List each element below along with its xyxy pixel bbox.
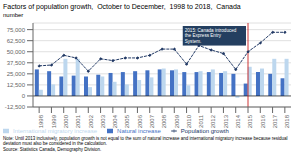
svg-text:2006: 2006 (137, 114, 143, 128)
html-text:number: number (3, 12, 24, 18)
html-text:Natural increase: Natural increase (117, 128, 161, 134)
svg-text:2011: 2011 (198, 114, 204, 128)
svg-text:2002: 2002 (88, 114, 94, 128)
svg-text:2018: 2018 (284, 114, 290, 128)
svg-text:2017: 2017 (272, 114, 278, 128)
html-text:Note: Until 2013 inclusively,: Note: Until 2013 inclusively, population… (3, 136, 288, 152)
svg-text:37,500: 37,500 (8, 60, 26, 66)
svg-text:2009: 2009 (174, 114, 180, 128)
html-text:Population growth: Population growth (180, 128, 229, 134)
svg-text:2003: 2003 (100, 114, 106, 128)
svg-text:25,000: 25,000 (8, 71, 26, 77)
svg-text:2015: 2015 (247, 114, 253, 128)
svg-text:2012: 2012 (210, 114, 216, 128)
svg-text:0: 0 (22, 93, 26, 99)
svg-text:2015: Canada introduced: 2015: Canada introduced (185, 28, 237, 33)
html-text:Factors of population growth,: Factors of population growth, October to… (3, 3, 241, 10)
svg-text:2000: 2000 (63, 114, 69, 128)
svg-text:2013: 2013 (223, 114, 229, 128)
svg-text:2001: 2001 (75, 114, 81, 128)
svg-text:2016: 2016 (260, 114, 266, 128)
svg-text:75,000: 75,000 (8, 27, 26, 33)
svg-text:-12,500: -12,500 (8, 104, 26, 110)
svg-text:2007: 2007 (149, 114, 155, 128)
svg-text:2014: 2014 (235, 114, 241, 128)
svg-text:System.: System. (185, 39, 202, 44)
svg-text:2010: 2010 (186, 114, 192, 128)
svg-text:50,000: 50,000 (8, 49, 26, 55)
svg-text:2005: 2005 (124, 114, 130, 128)
svg-text:1999: 1999 (51, 114, 57, 128)
svg-text:2008: 2008 (161, 114, 167, 128)
html-text:International migratory increa: International migratory increase (13, 128, 97, 134)
svg-text:the Express Entry: the Express Entry (185, 33, 222, 38)
svg-text:62,500: 62,500 (8, 38, 26, 44)
svg-text:12,500: 12,500 (8, 82, 26, 88)
svg-text:1998: 1998 (38, 114, 44, 128)
svg-text:2004: 2004 (112, 114, 118, 128)
